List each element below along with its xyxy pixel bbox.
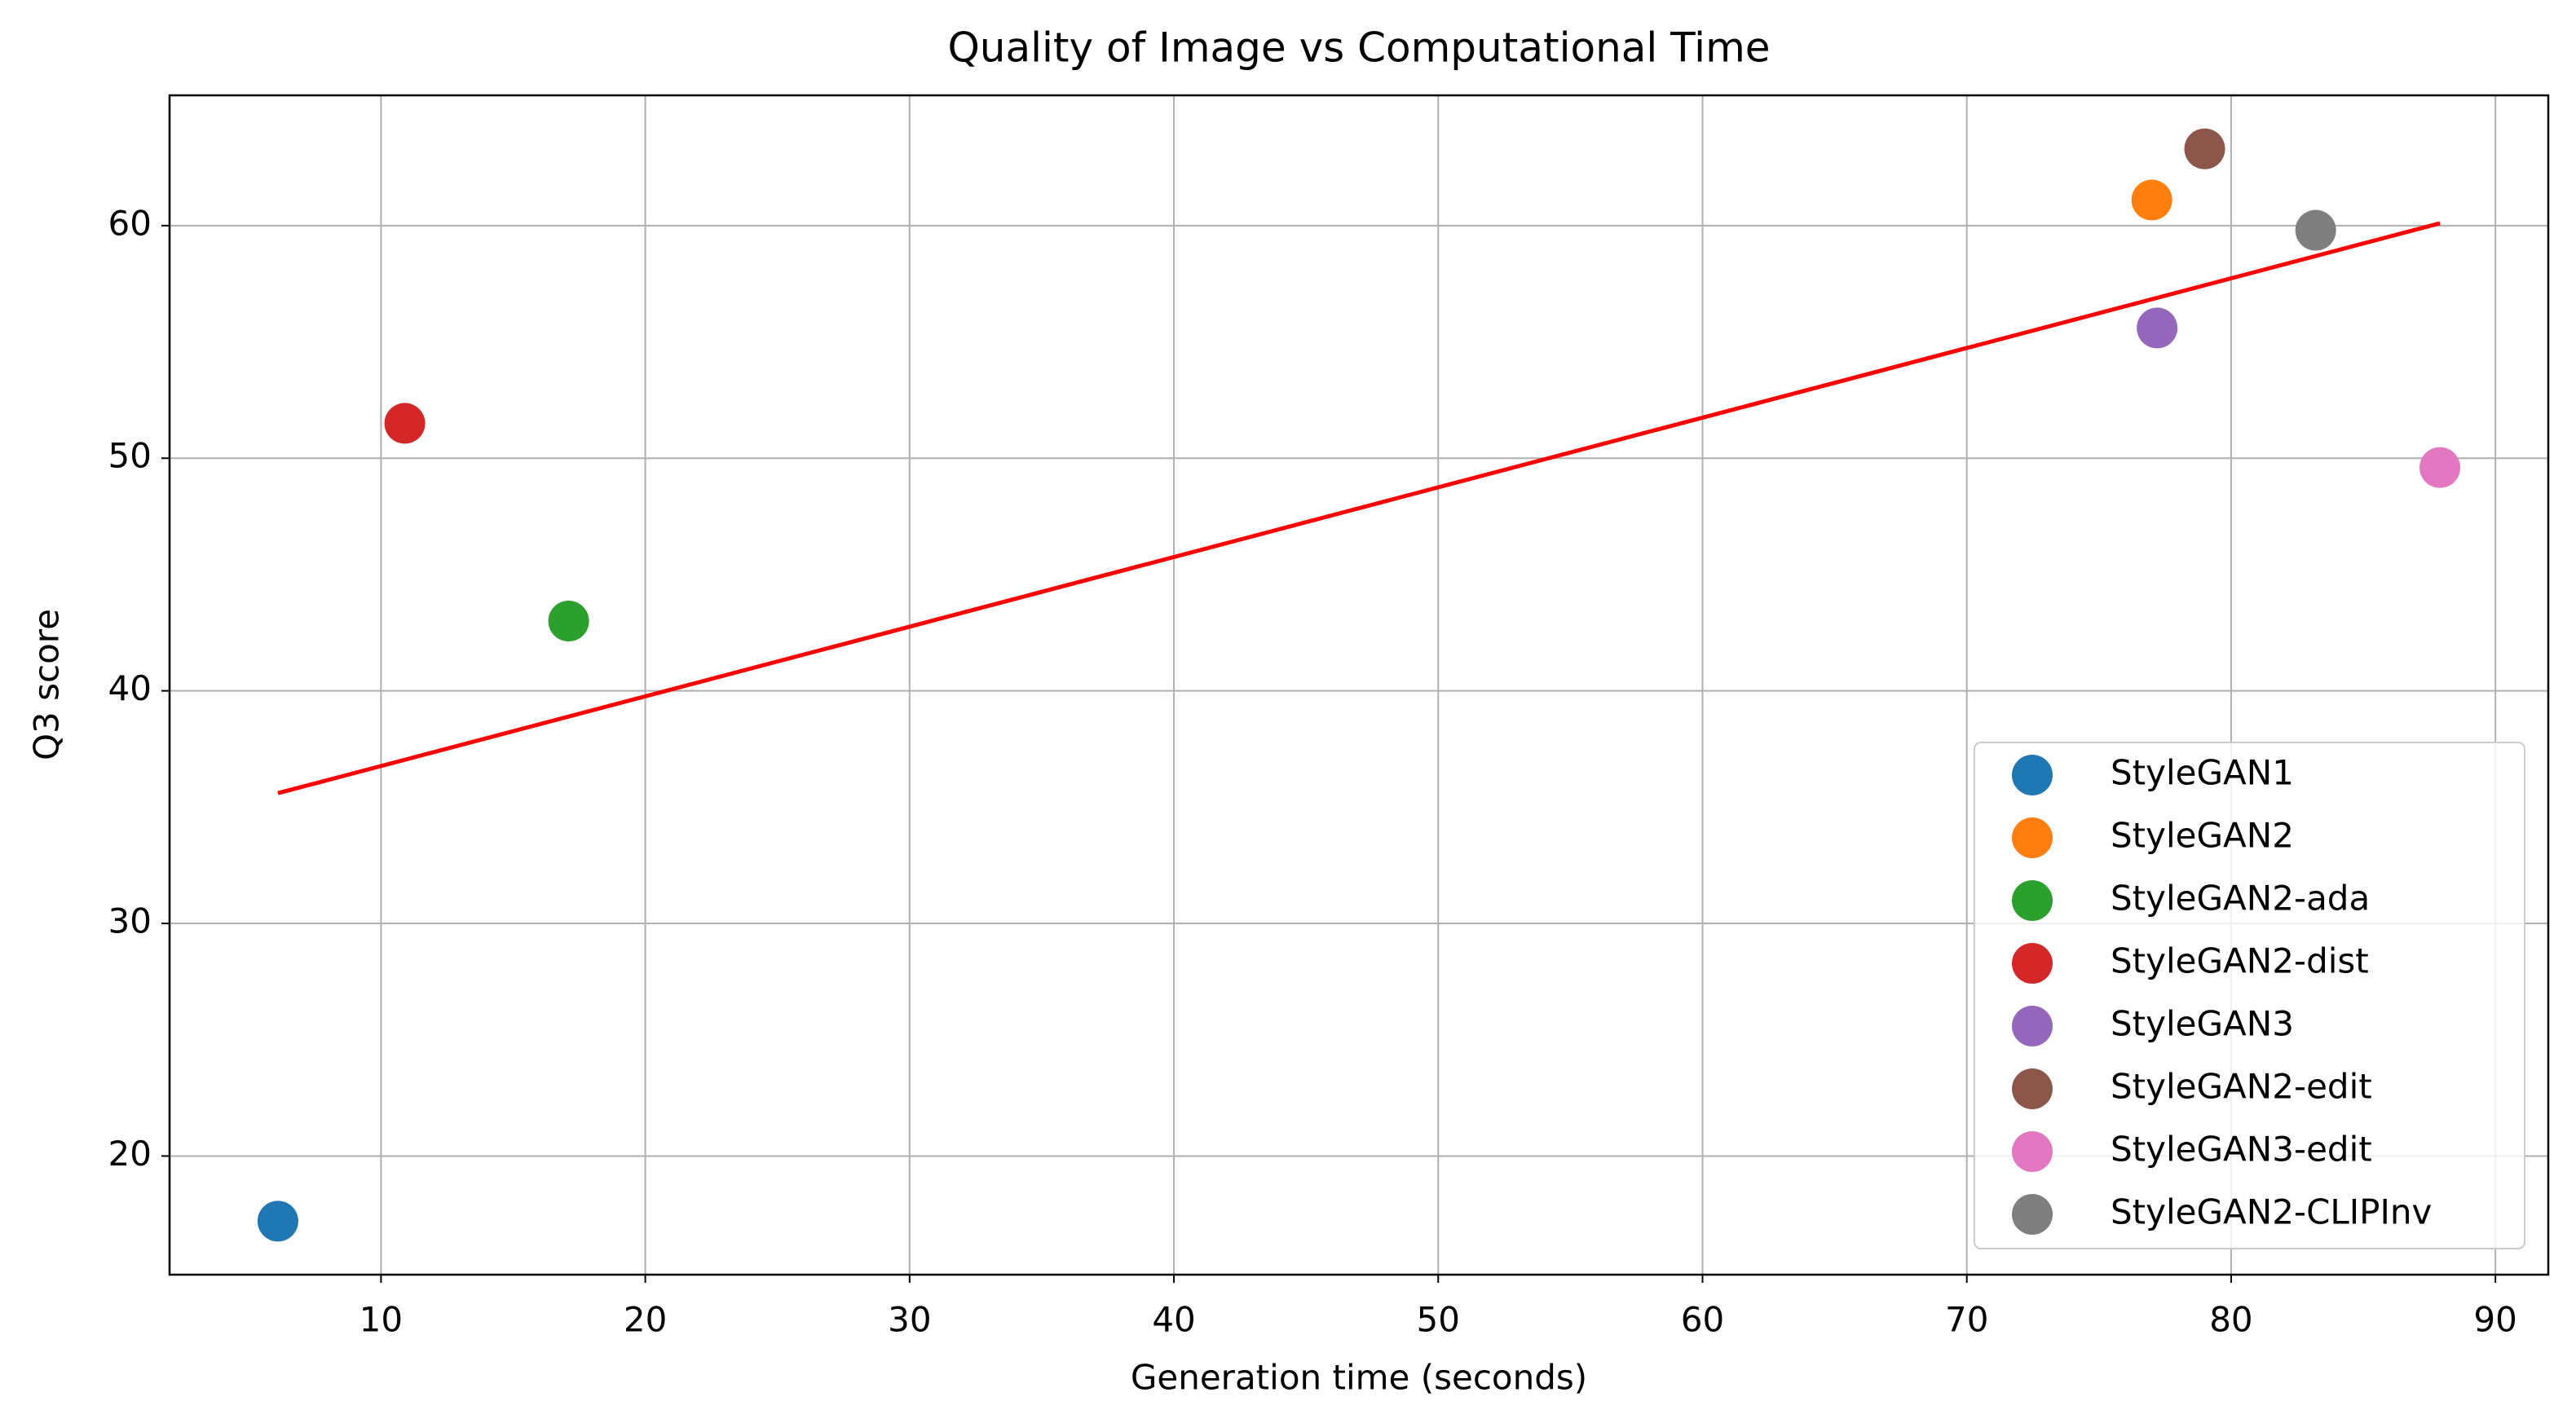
- point: [384, 403, 426, 444]
- x-tick-label: 10: [359, 1300, 403, 1340]
- plot-frame: [168, 94, 2550, 1276]
- point: [2419, 447, 2461, 488]
- x-tick-label: 50: [1417, 1300, 1460, 1340]
- legend-label: StyleGAN2-dist: [2111, 941, 2369, 981]
- legend-marker: [2012, 880, 2053, 921]
- point: [2295, 209, 2336, 251]
- legend-marker: [2012, 1006, 2053, 1046]
- legend-label: StyleGAN1: [2111, 753, 2294, 793]
- y-tick-label: 30: [108, 901, 152, 941]
- y-tick-label: 50: [108, 436, 152, 476]
- trend-line: [277, 221, 2441, 795]
- legend-marker: [2012, 1131, 2053, 1172]
- point: [548, 601, 589, 642]
- legend-marker: [2012, 1068, 2053, 1109]
- legend-marker: [2012, 1194, 2053, 1235]
- y-axis-label: Q3 score: [27, 609, 67, 760]
- point: [257, 1201, 298, 1242]
- legend-label: StyleGAN3-edit: [2111, 1130, 2372, 1170]
- x-tick-label: 40: [1152, 1300, 1195, 1340]
- x-tick-label: 80: [2209, 1300, 2252, 1340]
- legend-marker: [2012, 755, 2053, 795]
- x-tick-label: 20: [624, 1300, 667, 1340]
- chart-title: Quality of Image vs Computational Time: [947, 24, 1770, 72]
- legend-marker: [2012, 943, 2053, 984]
- legend-marker: [2012, 817, 2053, 858]
- legend-label: StyleGAN2-edit: [2111, 1067, 2372, 1107]
- legend-label: StyleGAN3: [2111, 1004, 2294, 1044]
- point: [2131, 179, 2172, 221]
- point: [2184, 128, 2225, 170]
- x-tick-label: 70: [1945, 1300, 1988, 1340]
- x-tick-label: 30: [888, 1300, 931, 1340]
- y-tick-label: 20: [108, 1134, 152, 1174]
- x-axis-label: Generation time (seconds): [1131, 1358, 1587, 1398]
- point: [2137, 307, 2178, 349]
- legend-label: StyleGAN2-ada: [2111, 879, 2370, 919]
- y-tick-label: 40: [108, 668, 152, 708]
- legend-label: StyleGAN2: [2111, 816, 2294, 856]
- y-tick-label: 60: [108, 203, 152, 243]
- x-tick-label: 90: [2473, 1300, 2516, 1340]
- legend-label: StyleGAN2-CLIPInv: [2111, 1192, 2432, 1232]
- x-tick-label: 60: [1681, 1300, 1724, 1340]
- legend-box: [1974, 742, 2525, 1249]
